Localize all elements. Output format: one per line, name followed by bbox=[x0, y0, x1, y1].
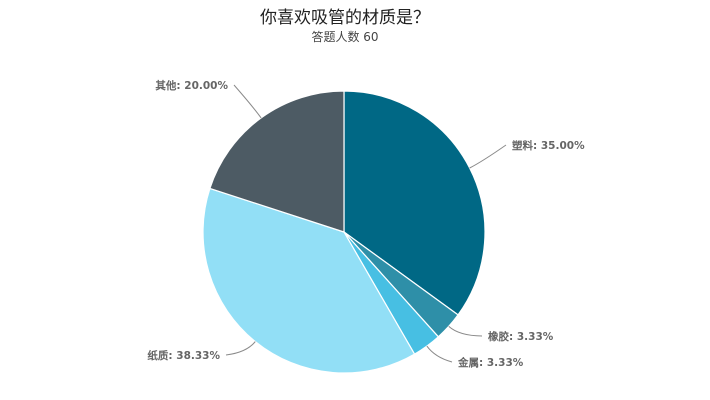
slice-labels: 塑料: 35.00% 橡胶: 3.33% 金属: 3.33% 纸质: 38.33% 其他… bbox=[147, 79, 585, 369]
leader-line-2 bbox=[448, 325, 483, 337]
leader-line-3 bbox=[426, 345, 453, 363]
slice-label-3: 金属: 3.33% bbox=[457, 356, 524, 369]
chart-title: 你喜欢吸管的材质是？ bbox=[260, 8, 430, 28]
leader-line-1 bbox=[469, 144, 507, 169]
pie-slice-1[interactable] bbox=[343, 90, 486, 316]
pie-slice-4[interactable] bbox=[202, 187, 416, 374]
leader-line-4 bbox=[225, 341, 256, 356]
label-leaders bbox=[225, 84, 507, 363]
slice-label-2: 橡胶: 3.33% bbox=[488, 330, 554, 343]
slice-label-1: 塑料: 35.00% bbox=[512, 139, 585, 152]
leader-line-5 bbox=[233, 84, 262, 119]
slice-label-5: 其他: 20.00% bbox=[155, 79, 228, 92]
chart-subtitle: 答题人数 60 bbox=[311, 29, 378, 44]
pie-slices bbox=[202, 90, 486, 374]
slice-label-4: 纸质: 38.33% bbox=[147, 349, 220, 362]
pie-slice-5[interactable] bbox=[209, 90, 345, 233]
